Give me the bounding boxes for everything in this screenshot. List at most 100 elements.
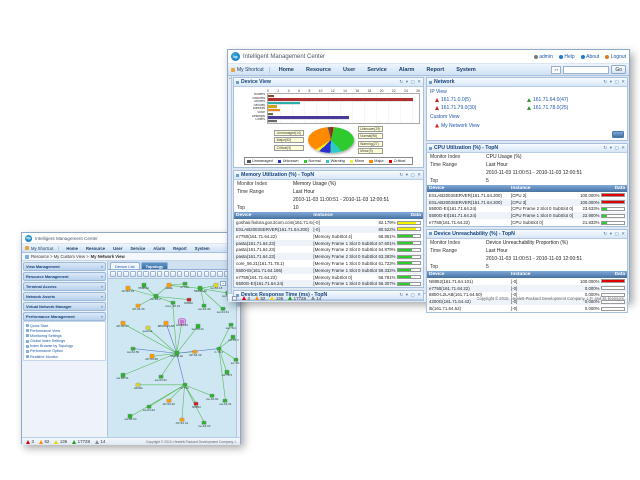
panel-maximize-icon[interactable]: ▢ bbox=[614, 230, 619, 236]
userlink-help[interactable]: Help bbox=[558, 54, 575, 60]
panel-refresh-icon[interactable]: ↻ bbox=[603, 78, 608, 84]
topology-node[interactable] bbox=[182, 383, 187, 387]
menu-item-report[interactable]: Report bbox=[426, 66, 445, 73]
topology-node[interactable] bbox=[166, 398, 171, 403]
topology-node[interactable] bbox=[136, 383, 141, 387]
menu-item-user[interactable]: User bbox=[343, 66, 356, 73]
topology-node[interactable] bbox=[131, 346, 136, 351]
table-row[interactable]: 5500G-EI(161.71.64.24) [CPU Frame 1 Slot … bbox=[427, 212, 627, 220]
panel-maximize-icon[interactable]: ▢ bbox=[614, 78, 619, 84]
topology-node[interactable] bbox=[164, 321, 169, 325]
table-row[interactable]: ESLAB2003SERVER(161.71.64.200) [-0] 80.522… bbox=[234, 226, 423, 233]
fit-view-icon[interactable] bbox=[136, 271, 143, 277]
topology-node[interactable] bbox=[186, 297, 191, 302]
panel-maximize-icon[interactable]: ▢ bbox=[410, 78, 415, 84]
panel-close-icon[interactable]: ✕ bbox=[417, 291, 421, 297]
topology-node[interactable] bbox=[194, 402, 199, 406]
panel-collapse-icon[interactable]: ▾ bbox=[609, 230, 612, 236]
print-icon[interactable] bbox=[163, 271, 169, 277]
topology-node[interactable] bbox=[202, 304, 207, 308]
menu-item-resource[interactable]: Resource bbox=[85, 245, 106, 251]
export-icon[interactable] bbox=[156, 271, 163, 277]
pan-icon[interactable] bbox=[116, 271, 123, 277]
topology-node[interactable] bbox=[125, 286, 130, 291]
alarm-sound-icon[interactable] bbox=[232, 295, 237, 301]
topology-node[interactable] bbox=[220, 307, 225, 311]
panel-maximize-icon[interactable]: ▢ bbox=[410, 172, 415, 177]
alarm-count-critical[interactable]: 3 bbox=[26, 439, 34, 444]
table-row[interactable]: 5500-EI(161.71.64.196) [Memory Frame 1 Sl… bbox=[234, 266, 423, 274]
panel-refresh-icon[interactable]: ↻ bbox=[399, 78, 404, 84]
topology-node[interactable] bbox=[210, 394, 215, 398]
panel-collapse-icon[interactable]: ▾ bbox=[405, 291, 408, 297]
userlink-admin[interactable]: admin bbox=[533, 54, 553, 60]
panel-refresh-icon[interactable]: ↻ bbox=[399, 172, 404, 177]
topology-node[interactable] bbox=[120, 321, 125, 325]
alarm-count-critical[interactable]: 3 bbox=[242, 296, 250, 301]
sidebar-item-performance-management[interactable]: Performance Management bbox=[23, 311, 106, 321]
panel-collapse-icon[interactable]: ▾ bbox=[405, 78, 408, 84]
topology-node[interactable] bbox=[214, 283, 219, 288]
grid-icon[interactable] bbox=[210, 271, 216, 277]
userlink-logout[interactable]: Logout bbox=[605, 54, 626, 60]
my-shortcut-button[interactable]: My Shortcut bbox=[25, 245, 60, 251]
network-view-link[interactable]: 161.71.0.0(5) bbox=[435, 97, 527, 103]
add-link-icon[interactable] bbox=[176, 271, 183, 277]
tab-device-list[interactable]: Device List bbox=[110, 262, 140, 269]
alarm-count-unknown[interactable]: 14 bbox=[310, 296, 321, 301]
menu-item-alarm[interactable]: Alarm bbox=[153, 245, 166, 251]
panel-maximize-icon[interactable]: ▢ bbox=[410, 291, 415, 297]
table-row[interactable]: ESLAB2003SERVER(161.71.64.200) [CPU 3] 100… bbox=[427, 198, 627, 206]
table-row[interactable]: 8800-L2LAB(161.71.64.50) [-0] 0.000% bbox=[427, 292, 627, 299]
topology-node[interactable] bbox=[170, 300, 175, 305]
topology-node[interactable] bbox=[149, 354, 154, 359]
sidebar-subitem-realtime-monitor[interactable]: Realtime Monitor bbox=[26, 355, 104, 359]
panel-collapse-icon[interactable]: ▾ bbox=[405, 172, 408, 177]
menu-item-service[interactable]: Service bbox=[130, 245, 146, 251]
menu-item-user[interactable]: User bbox=[113, 245, 123, 251]
panel-collapse-icon[interactable]: ▾ bbox=[609, 144, 612, 150]
network-view-link[interactable]: 161.71.78.0(25) bbox=[527, 105, 619, 111]
topology-node[interactable] bbox=[198, 286, 203, 291]
panel-refresh-icon[interactable]: ↻ bbox=[399, 291, 404, 297]
sidebar-item-virtual-network-manager[interactable]: Virtual Network Manager bbox=[23, 301, 106, 311]
topology-node[interactable] bbox=[202, 421, 207, 425]
topology-node[interactable] bbox=[158, 375, 163, 379]
topology-node[interactable] bbox=[234, 357, 239, 362]
topology-node[interactable] bbox=[193, 349, 198, 354]
sidebar-subitem-performance-option[interactable]: Performance Option bbox=[26, 349, 104, 353]
sidebar-item-terminal-access[interactable]: Terminal Access bbox=[23, 281, 106, 291]
topology-node[interactable] bbox=[195, 324, 200, 329]
search-scope-select[interactable] bbox=[551, 65, 562, 74]
add-view-button[interactable] bbox=[612, 131, 624, 138]
topology-node[interactable] bbox=[216, 346, 221, 351]
sidebar-subitem-index-browse-by-topology[interactable]: Index Browse by Topology bbox=[26, 344, 104, 348]
panel-refresh-icon[interactable]: ↻ bbox=[603, 144, 608, 150]
menu-item-report[interactable]: Report bbox=[173, 245, 187, 251]
zoom-out-icon[interactable] bbox=[130, 271, 136, 277]
table-row[interactable]: e7750(161.71.64.22) [-0] 0.000% bbox=[427, 284, 627, 292]
alarm-count-normal[interactable]: 17728 bbox=[72, 439, 90, 444]
table-row[interactable]: ESLAB2003SERVER(161.71.64.200) [CPU 2] 100… bbox=[427, 192, 627, 199]
sidebar-subitem-quick-start[interactable]: Quick Start bbox=[26, 324, 104, 328]
alarm-count-normal[interactable]: 17728 bbox=[288, 296, 306, 301]
save-icon[interactable] bbox=[150, 271, 156, 277]
topology-node[interactable] bbox=[128, 414, 133, 419]
sidebar-item-network-assets[interactable]: Network Assets bbox=[23, 291, 106, 301]
custom-view-link[interactable]: Custom View bbox=[430, 113, 460, 120]
alarm-count-major[interactable]: 52 bbox=[38, 439, 49, 444]
table-row[interactable]: pasta(161.71.64.23) [Memory Frame 2 Slot … bbox=[234, 253, 423, 261]
panel-close-icon[interactable]: ✕ bbox=[417, 78, 421, 84]
alarm-count-unknown[interactable]: 14 bbox=[94, 439, 105, 444]
ip-view-link[interactable]: IP View bbox=[430, 88, 447, 95]
table-row[interactable]: e7750(161.71.64.22) [Memory SubSlot 4] 68.… bbox=[234, 233, 423, 240]
sidebar-item-resource-management[interactable]: Resource Management bbox=[23, 271, 106, 281]
topology-node[interactable] bbox=[146, 405, 151, 409]
table-row[interactable]: goshair.fedora.gov.3com.com(161.71.64.94… bbox=[234, 219, 423, 226]
zoom-in-button[interactable]: + bbox=[220, 281, 226, 286]
alarm-count-minor[interactable]: 136 bbox=[54, 439, 67, 444]
panel-close-icon[interactable]: ✕ bbox=[621, 144, 625, 150]
panel-collapse-icon[interactable]: ▾ bbox=[609, 78, 612, 84]
menu-item-service[interactable]: Service bbox=[367, 66, 387, 73]
refresh-icon[interactable] bbox=[143, 271, 149, 277]
